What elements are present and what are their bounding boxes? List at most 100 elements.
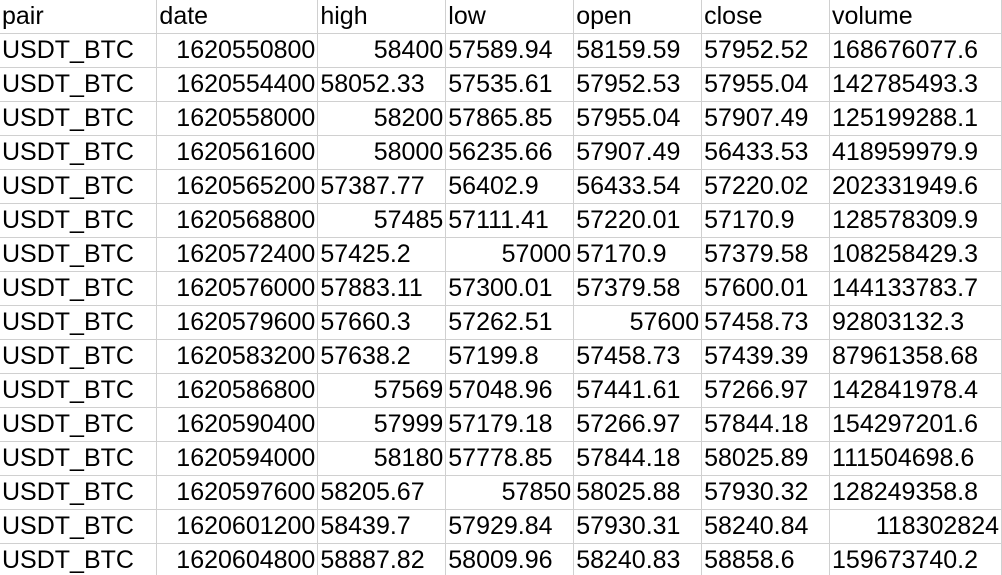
cell-date[interactable]: 1620601200 — [156, 509, 319, 544]
cell-open[interactable]: 57441.61 — [573, 373, 703, 408]
cell-high[interactable]: 57387.77 — [317, 169, 447, 204]
cell-pair[interactable]: USDT_BTC — [0, 305, 158, 340]
cell-volume[interactable]: 125199288.1 — [829, 101, 1002, 136]
cell-low[interactable]: 56235.66 — [445, 135, 575, 170]
cell-open[interactable]: 57930.31 — [573, 509, 703, 544]
cell-low[interactable]: 57048.96 — [445, 373, 575, 408]
cell-pair[interactable]: USDT_BTC — [0, 407, 158, 442]
column-header-high[interactable]: high — [317, 0, 447, 34]
cell-volume[interactable]: 111504698.6 — [829, 441, 1002, 476]
cell-volume[interactable]: 128578309.9 — [829, 203, 1002, 238]
cell-close[interactable]: 57458.73 — [701, 305, 831, 340]
cell-open[interactable]: 58240.83 — [573, 543, 703, 575]
cell-close[interactable]: 57266.97 — [701, 373, 831, 408]
cell-open[interactable]: 57266.97 — [573, 407, 703, 442]
column-header-low[interactable]: low — [445, 0, 575, 34]
cell-low[interactable]: 56402.9 — [445, 169, 575, 204]
cell-date[interactable]: 1620558000 — [156, 101, 319, 136]
cell-close[interactable]: 58025.89 — [701, 441, 831, 476]
cell-close[interactable]: 57170.9 — [701, 203, 831, 238]
cell-low[interactable]: 57179.18 — [445, 407, 575, 442]
cell-pair[interactable]: USDT_BTC — [0, 475, 158, 510]
cell-pair[interactable]: USDT_BTC — [0, 203, 158, 238]
cell-high[interactable]: 58200 — [317, 101, 447, 136]
cell-date[interactable]: 1620576000 — [156, 271, 319, 306]
cell-volume[interactable]: 142841978.4 — [829, 373, 1002, 408]
cell-date[interactable]: 1620590400 — [156, 407, 319, 442]
cell-pair[interactable]: USDT_BTC — [0, 101, 158, 136]
cell-low[interactable]: 57589.94 — [445, 33, 575, 68]
cell-close[interactable]: 57907.49 — [701, 101, 831, 136]
cell-date[interactable]: 1620561600 — [156, 135, 319, 170]
cell-open[interactable]: 57170.9 — [573, 237, 703, 272]
cell-close[interactable]: 58858.6 — [701, 543, 831, 575]
cell-close[interactable]: 57220.02 — [701, 169, 831, 204]
cell-date[interactable]: 1620583200 — [156, 339, 319, 374]
cell-volume[interactable]: 92803132.3 — [829, 305, 1002, 340]
cell-low[interactable]: 57778.85 — [445, 441, 575, 476]
cell-volume[interactable]: 128249358.8 — [829, 475, 1002, 510]
cell-date[interactable]: 1620597600 — [156, 475, 319, 510]
cell-low[interactable]: 57262.51 — [445, 305, 575, 340]
cell-open[interactable]: 57955.04 — [573, 101, 703, 136]
cell-high[interactable]: 58400 — [317, 33, 447, 68]
cell-close[interactable]: 57379.58 — [701, 237, 831, 272]
cell-volume[interactable]: 159673740.2 — [829, 543, 1002, 575]
cell-open[interactable]: 57952.53 — [573, 67, 703, 102]
cell-pair[interactable]: USDT_BTC — [0, 67, 158, 102]
cell-pair[interactable]: USDT_BTC — [0, 339, 158, 374]
cell-date[interactable]: 1620586800 — [156, 373, 319, 408]
cell-pair[interactable]: USDT_BTC — [0, 135, 158, 170]
cell-open[interactable]: 57907.49 — [573, 135, 703, 170]
cell-low[interactable]: 57111.41 — [445, 203, 575, 238]
cell-date[interactable]: 1620594000 — [156, 441, 319, 476]
cell-date[interactable]: 1620550800 — [156, 33, 319, 68]
cell-close[interactable]: 57955.04 — [701, 67, 831, 102]
cell-close[interactable]: 57439.39 — [701, 339, 831, 374]
cell-pair[interactable]: USDT_BTC — [0, 543, 158, 575]
cell-high[interactable]: 58180 — [317, 441, 447, 476]
cell-low[interactable]: 57865.85 — [445, 101, 575, 136]
cell-volume[interactable]: 154297201.6 — [829, 407, 1002, 442]
cell-date[interactable]: 1620554400 — [156, 67, 319, 102]
cell-low[interactable]: 57000 — [445, 237, 575, 272]
cell-close[interactable]: 57844.18 — [701, 407, 831, 442]
column-header-open[interactable]: open — [573, 0, 703, 34]
column-header-pair[interactable]: pair — [0, 0, 158, 34]
column-header-close[interactable]: close — [701, 0, 831, 34]
cell-pair[interactable]: USDT_BTC — [0, 237, 158, 272]
cell-high[interactable]: 58887.82 — [317, 543, 447, 575]
cell-pair[interactable]: USDT_BTC — [0, 169, 158, 204]
cell-high[interactable]: 58205.67 — [317, 475, 447, 510]
cell-volume[interactable]: 118302824 — [829, 509, 1002, 544]
cell-close[interactable]: 58240.84 — [701, 509, 831, 544]
cell-volume[interactable]: 87961358.68 — [829, 339, 1002, 374]
cell-volume[interactable]: 202331949.6 — [829, 169, 1002, 204]
cell-low[interactable]: 58009.96 — [445, 543, 575, 575]
cell-volume[interactable]: 142785493.3 — [829, 67, 1002, 102]
cell-volume[interactable]: 168676077.6 — [829, 33, 1002, 68]
cell-high[interactable]: 57883.11 — [317, 271, 447, 306]
cell-pair[interactable]: USDT_BTC — [0, 441, 158, 476]
cell-pair[interactable]: USDT_BTC — [0, 271, 158, 306]
cell-volume[interactable]: 418959979.9 — [829, 135, 1002, 170]
cell-volume[interactable]: 108258429.3 — [829, 237, 1002, 272]
cell-open[interactable]: 57220.01 — [573, 203, 703, 238]
cell-pair[interactable]: USDT_BTC — [0, 373, 158, 408]
cell-open[interactable]: 57844.18 — [573, 441, 703, 476]
cell-pair[interactable]: USDT_BTC — [0, 33, 158, 68]
cell-high[interactable]: 57638.2 — [317, 339, 447, 374]
cell-date[interactable]: 1620568800 — [156, 203, 319, 238]
cell-low[interactable]: 57929.84 — [445, 509, 575, 544]
cell-open[interactable]: 57458.73 — [573, 339, 703, 374]
cell-volume[interactable]: 144133783.7 — [829, 271, 1002, 306]
cell-low[interactable]: 57300.01 — [445, 271, 575, 306]
cell-open[interactable]: 58025.88 — [573, 475, 703, 510]
cell-low[interactable]: 57199.8 — [445, 339, 575, 374]
cell-date[interactable]: 1620565200 — [156, 169, 319, 204]
cell-high[interactable]: 57660.3 — [317, 305, 447, 340]
cell-open[interactable]: 58159.59 — [573, 33, 703, 68]
cell-close[interactable]: 56433.53 — [701, 135, 831, 170]
cell-high[interactable]: 58052.33 — [317, 67, 447, 102]
cell-high[interactable]: 57569 — [317, 373, 447, 408]
